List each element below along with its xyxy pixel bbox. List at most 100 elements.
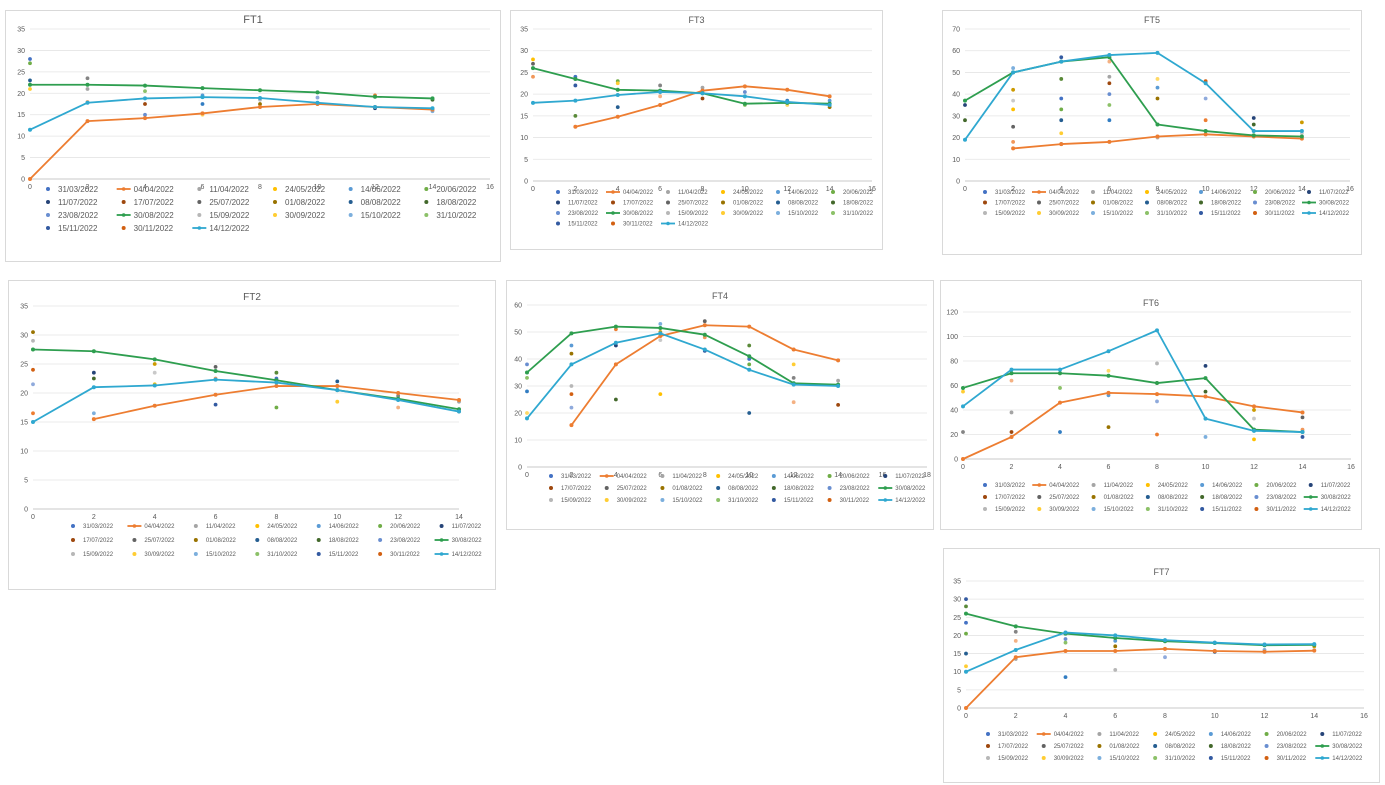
series-line-04/04/2022 [93, 385, 460, 420]
series-point [747, 367, 752, 372]
legend-label: 01/08/2022 [1103, 201, 1134, 207]
series-point [742, 101, 747, 106]
legend-label: 20/06/2022 [1266, 483, 1297, 489]
legend-label: 25/07/2022 [678, 201, 709, 207]
series-point [143, 116, 147, 121]
legend-label: 15/10/2022 [1109, 756, 1140, 762]
y-tick-label: 10 [520, 135, 528, 142]
series-point [1058, 367, 1062, 372]
series-point [658, 89, 663, 94]
legend-label: 20/06/2022 [390, 524, 421, 530]
series-point [1203, 132, 1208, 137]
series-point [1155, 122, 1160, 127]
series-line-30/08/2022 [32, 348, 460, 411]
series-point [335, 384, 340, 389]
y-tick-label: 5 [21, 155, 25, 162]
legend-label: 14/12/2022 [452, 552, 483, 558]
series-point [525, 370, 529, 375]
legend-marker [1037, 211, 1041, 215]
legend-marker [316, 524, 321, 528]
legend-marker [1264, 732, 1269, 736]
legend-marker [983, 483, 987, 487]
x-tick-label: 2 [569, 472, 573, 479]
x-tick-label: 4 [614, 472, 618, 479]
legend-label: 04/04/2022 [617, 474, 648, 480]
legend-label: 30/09/2022 [285, 211, 326, 220]
data-point [531, 57, 535, 62]
y-tick-label: 30 [952, 113, 960, 120]
legend-marker [1097, 744, 1102, 748]
series-point [373, 94, 377, 99]
series-point [1058, 400, 1062, 405]
legend-label: 30/08/2022 [134, 211, 175, 220]
data-point [1113, 638, 1118, 643]
series-point [1107, 139, 1112, 144]
legend-marker [1320, 756, 1325, 760]
series-point [573, 76, 578, 81]
data-point [615, 105, 620, 110]
x-tick-label: 18 [923, 472, 931, 479]
x-tick-label: 10 [314, 184, 322, 191]
legend-label: 14/12/2022 [1319, 211, 1350, 217]
data-point [200, 102, 205, 106]
legend-label: 17/07/2022 [83, 538, 114, 544]
legend-marker [424, 200, 429, 204]
legend-marker [666, 200, 670, 205]
data-point [747, 411, 752, 415]
y-tick-label: 0 [524, 179, 528, 186]
legend-marker [1253, 211, 1257, 215]
x-tick-label: 2 [1010, 464, 1014, 471]
series-point [1203, 81, 1208, 86]
data-point [1113, 668, 1118, 672]
legend-marker [1145, 200, 1149, 205]
x-tick-label: 6 [1107, 186, 1111, 193]
series-point [152, 383, 157, 388]
legend-marker [1145, 211, 1149, 215]
data-point [1203, 96, 1208, 101]
legend-label: 14/06/2022 [361, 185, 402, 194]
data-point [396, 405, 401, 410]
x-tick-label: 8 [258, 184, 262, 191]
x-tick-label: 2 [92, 514, 96, 521]
chart-panel-ft1: FT1 0 5 10 15 20 25 30 35 0 2 4 6 8 10 12 14 16 31/03/2022… [5, 10, 501, 262]
legend-label: 08/08/2022 [1165, 744, 1196, 750]
y-tick-label: 25 [953, 615, 961, 622]
series-point [91, 417, 96, 422]
legend-marker [255, 538, 260, 542]
legend-marker [132, 524, 137, 528]
chart-panel-ft7: FT7 0 5 10 15 20 25 30 35 0 2 4 6 8 10 12 14 16 31/03/2022… [943, 548, 1380, 783]
series-point [791, 347, 796, 352]
x-tick-label: 10 [741, 186, 749, 193]
chart-ft6: FT6 0 20 40 60 80 100 120 0 2 4 6 8 10 12 14 16 31/03/202… [946, 298, 1355, 513]
series-point [85, 119, 90, 124]
data-point [525, 389, 529, 394]
x-tick-label: 0 [964, 713, 968, 720]
legend-marker [1041, 744, 1046, 748]
legend-label: 15/10/2022 [1103, 211, 1134, 217]
legend-label: 25/07/2022 [144, 538, 175, 544]
legend-marker [1145, 190, 1149, 194]
series-point [91, 349, 96, 354]
data-point [152, 362, 157, 366]
legend-marker [1037, 200, 1041, 205]
legend-marker [1208, 756, 1213, 760]
data-point [1058, 430, 1062, 434]
legend-label: 24/05/2022 [1158, 483, 1189, 489]
legend-label: 15/09/2022 [561, 498, 592, 504]
legend-label: 24/05/2022 [1157, 190, 1188, 196]
data-point [274, 370, 279, 375]
series-point [742, 94, 747, 99]
legend-marker [1037, 507, 1042, 511]
chart-ft2: FT2 0 5 10 15 20 25 30 35 0 2 4 6 8 10 12 14 31/03/2022 04… [20, 292, 483, 558]
data-point [335, 379, 340, 384]
legend-marker [1200, 483, 1205, 487]
data-point [396, 394, 401, 398]
legend-marker [831, 211, 835, 215]
legend-marker [883, 486, 888, 490]
series-line-30/08/2022 [30, 83, 433, 100]
legend-label: 11/07/2022 [568, 201, 598, 207]
series-point [791, 382, 796, 387]
legend-marker [1153, 732, 1158, 736]
legend-marker [604, 474, 609, 478]
x-tick-label: 8 [1156, 186, 1160, 193]
